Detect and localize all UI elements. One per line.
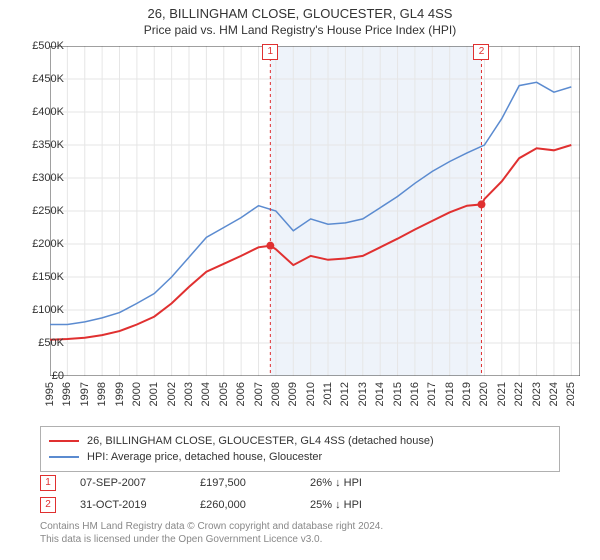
sale-delta: 26% ↓ HPI	[310, 477, 430, 489]
chart-area	[50, 46, 580, 376]
chart-container: 26, BILLINGHAM CLOSE, GLOUCESTER, GL4 4S…	[0, 0, 600, 560]
x-tick-label: 2000	[131, 382, 143, 406]
y-tick-label: £300K	[16, 172, 64, 184]
x-tick-label: 2016	[409, 382, 421, 406]
x-tick-label: 2018	[444, 382, 456, 406]
y-tick-label: £400K	[16, 106, 64, 118]
y-tick-label: £350K	[16, 139, 64, 151]
footer-line-2: This data is licensed under the Open Gov…	[40, 533, 560, 546]
chart-subtitle: Price paid vs. HM Land Registry's House …	[0, 21, 600, 37]
x-tick-label: 2008	[270, 382, 282, 406]
x-tick-label: 2002	[166, 382, 178, 406]
sale-row-marker: 2	[40, 497, 56, 513]
sales-table: 1 07-SEP-2007£197,50026% ↓ HPI 2 31-OCT-201…	[40, 472, 560, 516]
chart-title: 26, BILLINGHAM CLOSE, GLOUCESTER, GL4 4S…	[0, 0, 600, 21]
x-tick-label: 2025	[565, 382, 577, 406]
sale-marker-box: 1	[262, 44, 278, 60]
chart-svg	[50, 46, 580, 376]
x-tick-label: 2011	[322, 382, 334, 406]
y-tick-label: £150K	[16, 271, 64, 283]
sale-date: 07-SEP-2007	[80, 477, 200, 489]
y-tick-label: £0	[16, 370, 64, 382]
sale-row: 2 31-OCT-2019£260,00025% ↓ HPI	[40, 494, 560, 516]
x-tick-label: 1995	[44, 382, 56, 406]
legend-label: HPI: Average price, detached house, Glou…	[87, 451, 322, 463]
legend-item: 26, BILLINGHAM CLOSE, GLOUCESTER, GL4 4S…	[49, 433, 551, 449]
legend-label: 26, BILLINGHAM CLOSE, GLOUCESTER, GL4 4S…	[87, 435, 434, 447]
y-tick-label: £450K	[16, 73, 64, 85]
legend-swatch	[49, 456, 79, 458]
sale-delta: 25% ↓ HPI	[310, 499, 430, 511]
x-tick-label: 2013	[357, 382, 369, 406]
x-tick-label: 2005	[218, 382, 230, 406]
x-tick-label: 2017	[426, 382, 438, 406]
x-tick-label: 2023	[531, 382, 543, 406]
x-tick-label: 2014	[374, 382, 386, 406]
x-tick-label: 2024	[548, 382, 560, 406]
x-tick-label: 1999	[114, 382, 126, 406]
legend: 26, BILLINGHAM CLOSE, GLOUCESTER, GL4 4S…	[40, 426, 560, 472]
y-tick-label: £100K	[16, 304, 64, 316]
sale-row-marker: 1	[40, 475, 56, 491]
x-tick-label: 2006	[235, 382, 247, 406]
x-tick-label: 1998	[96, 382, 108, 406]
x-tick-label: 2001	[148, 382, 160, 406]
y-tick-label: £200K	[16, 238, 64, 250]
x-tick-label: 2010	[305, 382, 317, 406]
x-tick-label: 2004	[200, 382, 212, 406]
x-tick-label: 2009	[287, 382, 299, 406]
sale-row: 1 07-SEP-2007£197,50026% ↓ HPI	[40, 472, 560, 494]
x-tick-label: 2019	[461, 382, 473, 406]
x-tick-label: 2020	[478, 382, 490, 406]
legend-item: HPI: Average price, detached house, Glou…	[49, 449, 551, 465]
y-tick-label: £500K	[16, 40, 64, 52]
x-tick-label: 1996	[61, 382, 73, 406]
sale-price: £197,500	[200, 477, 310, 489]
legend-swatch	[49, 440, 79, 442]
x-tick-label: 2021	[496, 382, 508, 406]
x-tick-label: 2007	[253, 382, 265, 406]
x-tick-label: 1997	[79, 382, 91, 406]
y-tick-label: £250K	[16, 205, 64, 217]
sale-marker-box: 2	[473, 44, 489, 60]
footer-attribution: Contains HM Land Registry data © Crown c…	[40, 520, 560, 546]
sale-date: 31-OCT-2019	[80, 499, 200, 511]
footer-line-1: Contains HM Land Registry data © Crown c…	[40, 520, 560, 533]
x-tick-label: 2022	[513, 382, 525, 406]
sale-price: £260,000	[200, 499, 310, 511]
x-tick-label: 2015	[392, 382, 404, 406]
x-tick-label: 2003	[183, 382, 195, 406]
x-tick-label: 2012	[339, 382, 351, 406]
y-tick-label: £50K	[16, 337, 64, 349]
